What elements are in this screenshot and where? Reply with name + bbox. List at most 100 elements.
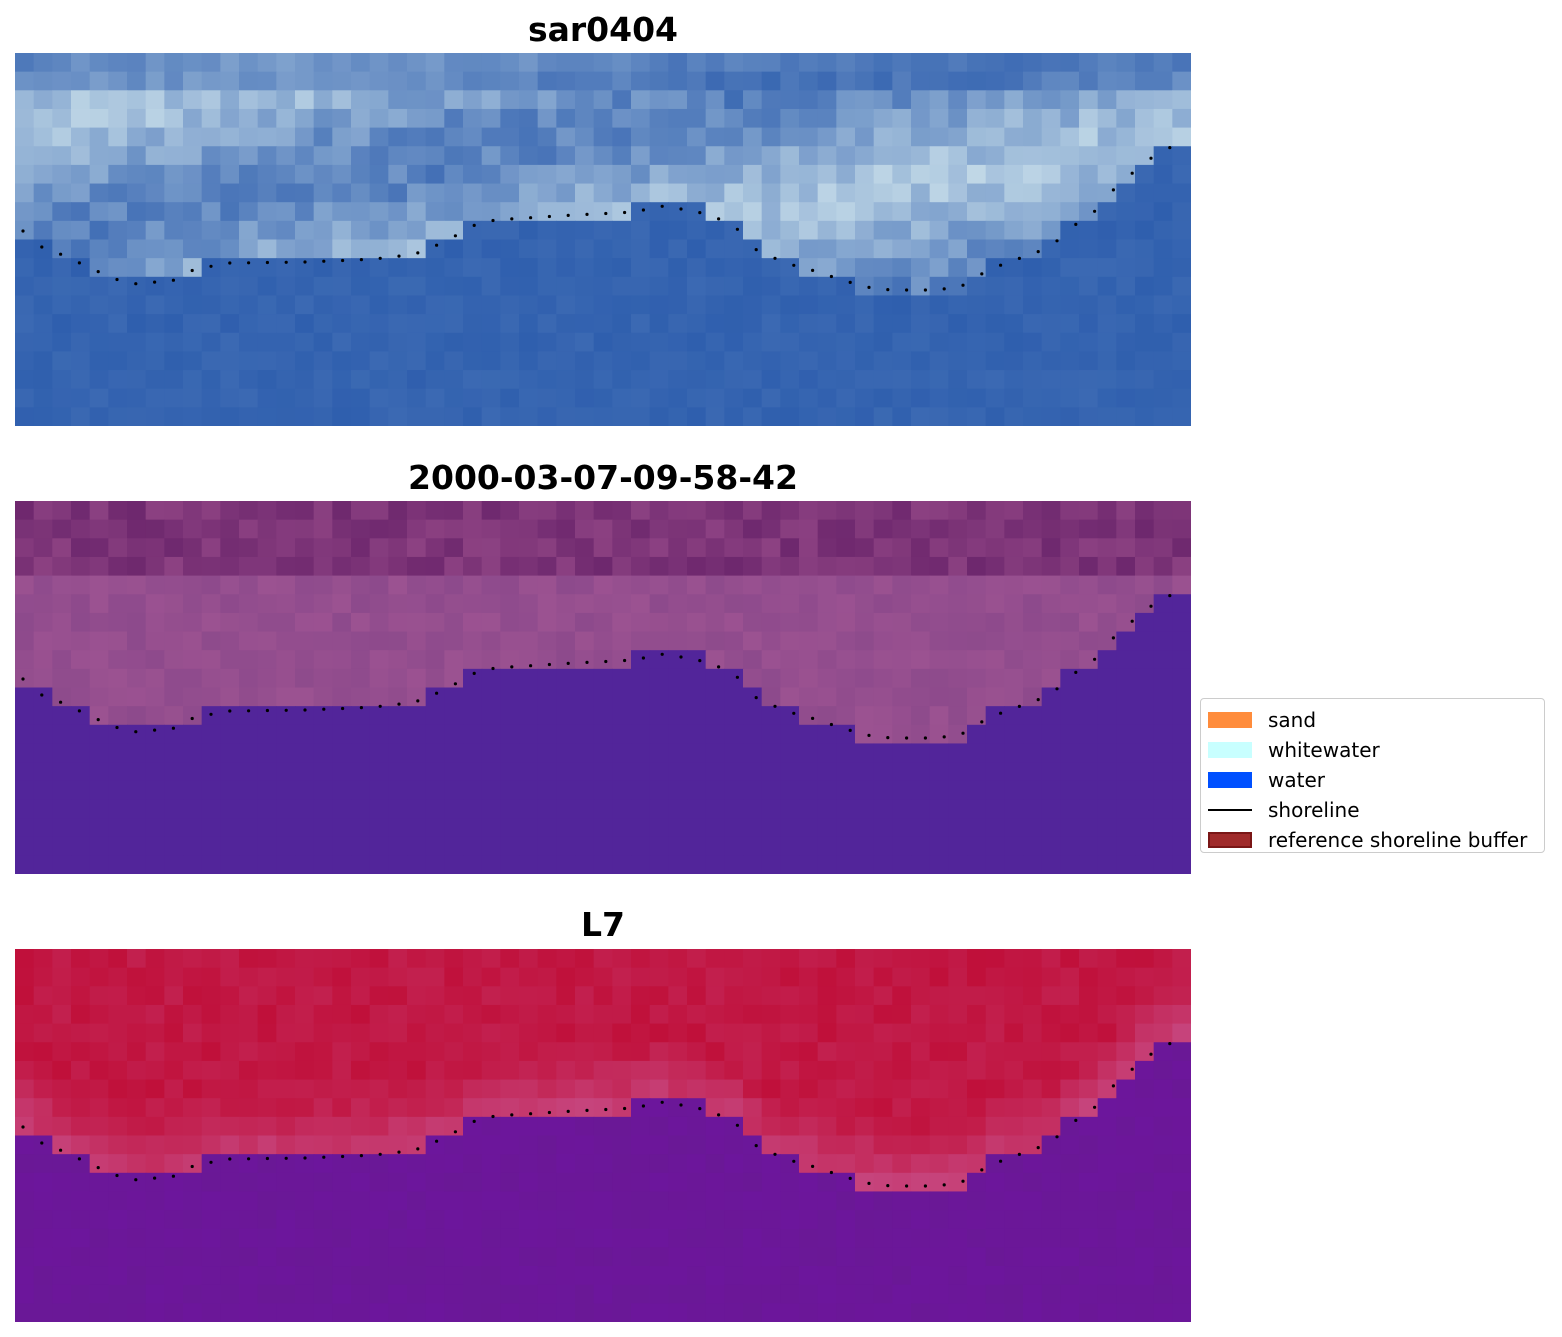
legend-item-whitewater: whitewater — [1201, 735, 1544, 765]
image-pixel — [444, 1191, 464, 1211]
image-pixel — [911, 1228, 931, 1248]
image-pixel — [892, 706, 912, 726]
image-pixel — [164, 1266, 184, 1286]
image-pixel — [164, 295, 184, 315]
image-pixel — [1135, 687, 1155, 707]
shoreline-point — [21, 677, 25, 681]
image-pixel — [71, 668, 91, 689]
image-pixel — [257, 220, 277, 241]
image-pixel — [817, 724, 837, 745]
image-pixel — [89, 1098, 109, 1118]
image-pixel — [183, 780, 203, 800]
image-pixel — [537, 818, 557, 838]
image-pixel — [1079, 295, 1099, 315]
image-pixel — [1060, 668, 1080, 689]
image-pixel — [1079, 202, 1099, 222]
image-pixel — [892, 1098, 912, 1118]
image-pixel — [332, 575, 352, 595]
image-pixel — [967, 519, 987, 539]
image-pixel — [687, 146, 707, 166]
image-pixel — [836, 90, 856, 110]
image-pixel — [239, 1042, 259, 1062]
image-pixel — [1079, 762, 1099, 782]
image-pixel — [52, 780, 72, 800]
image-pixel — [1060, 780, 1080, 800]
image-pixel — [724, 1023, 744, 1043]
image-pixel — [71, 986, 91, 1006]
image-pixel — [1023, 202, 1043, 222]
image-pixel — [873, 556, 893, 577]
image-pixel — [892, 127, 912, 147]
image-pixel — [481, 351, 501, 371]
image-pixel — [537, 1303, 557, 1322]
image-pixel — [743, 146, 763, 166]
image-pixel — [1153, 743, 1173, 763]
image-pixel — [220, 967, 240, 987]
image-pixel — [388, 146, 408, 166]
image-pixel — [687, 594, 707, 614]
image-pixel — [89, 556, 109, 577]
shoreline-point — [1149, 156, 1153, 160]
image-pixel — [631, 575, 651, 595]
image-pixel — [257, 986, 277, 1006]
image-pixel — [425, 1023, 445, 1043]
image-pixel — [911, 351, 931, 371]
image-pixel — [631, 258, 651, 278]
image-pixel — [313, 1228, 333, 1248]
image-pixel — [500, 612, 520, 633]
image-pixel — [556, 1284, 576, 1304]
image-pixel — [351, 202, 371, 222]
image-pixel — [593, 1154, 613, 1174]
image-pixel — [1135, 71, 1155, 91]
image-pixel — [799, 818, 819, 838]
image-pixel — [705, 295, 725, 315]
image-pixel — [1172, 388, 1191, 408]
image-pixel — [220, 1210, 240, 1230]
image-pixel — [239, 724, 259, 745]
image-pixel — [1041, 351, 1061, 371]
image-pixel — [257, 71, 277, 91]
image-pixel — [1041, 407, 1061, 426]
image-pixel — [444, 53, 464, 73]
image-pixel — [351, 1247, 371, 1267]
image-pixel — [1097, 332, 1117, 352]
sand-swatch — [1208, 712, 1252, 728]
image-pixel — [276, 1210, 296, 1230]
image-pixel — [1116, 1172, 1136, 1193]
image-pixel — [332, 538, 352, 558]
image-pixel — [1004, 818, 1024, 838]
shoreline-point — [1074, 670, 1078, 674]
image-pixel — [52, 202, 72, 222]
shoreline-point — [303, 260, 307, 264]
image-pixel — [556, 314, 576, 334]
image-pixel — [761, 1098, 781, 1118]
image-pixel — [220, 295, 240, 315]
image-pixel — [313, 799, 333, 819]
image-pixel — [108, 90, 128, 110]
image-pixel — [855, 314, 875, 334]
image-pixel — [799, 501, 819, 521]
image-pixel — [388, 388, 408, 408]
image-pixel — [985, 594, 1005, 614]
image-pixel — [481, 1303, 501, 1322]
image-pixel — [556, 519, 576, 539]
image-pixel — [724, 71, 744, 91]
image-pixel — [71, 388, 91, 408]
image-pixel — [668, 818, 688, 838]
image-pixel — [257, 388, 277, 408]
image-pixel — [332, 239, 352, 259]
image-pixel — [1116, 1191, 1136, 1211]
image-pixel — [295, 706, 315, 726]
image-pixel — [687, 818, 707, 838]
image-pixel — [369, 351, 389, 371]
image-pixel — [593, 202, 613, 222]
image-pixel — [33, 258, 53, 278]
image-pixel — [1041, 1154, 1061, 1174]
image-pixel — [313, 332, 333, 352]
image-pixel — [1153, 1098, 1173, 1118]
image-pixel — [33, 631, 53, 651]
image-pixel — [668, 258, 688, 278]
image-pixel — [1041, 575, 1061, 595]
image-pixel — [33, 1228, 53, 1248]
image-pixel — [332, 1004, 352, 1025]
